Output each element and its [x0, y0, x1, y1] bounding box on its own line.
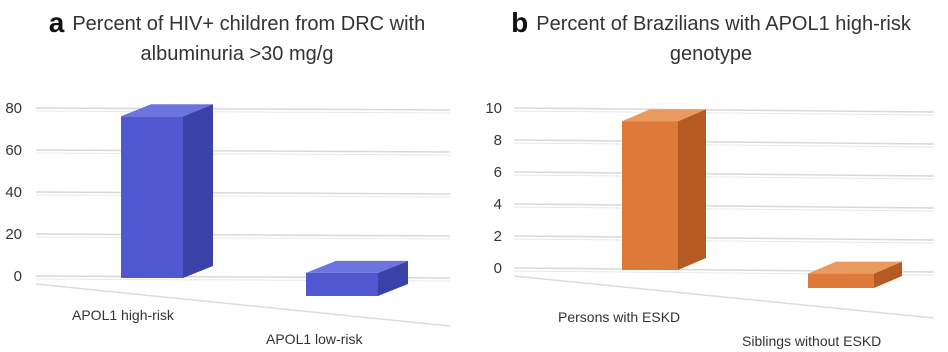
gridline [35, 149, 451, 153]
gridline-shadow [35, 194, 451, 198]
y-tick-label: 40 [5, 184, 22, 201]
gridline [513, 107, 935, 113]
bar-side [378, 260, 408, 296]
y-tick-label: 10 [485, 100, 502, 117]
bar-side [678, 109, 706, 270]
bar-side [874, 261, 902, 288]
chart-title-b-line-2: genotype [669, 43, 753, 65]
bar-apol1-low-risk [306, 272, 378, 296]
bar-persons-with-eskd [622, 121, 678, 270]
y-tick-label: 4 [494, 196, 502, 213]
panel-letter-a: a [48, 7, 65, 38]
gridline-shadow [513, 206, 935, 212]
chart-panel-a: a Percent of HIV+ children from DRC with … [0, 8, 474, 347]
y-tick-label: 0 [494, 260, 502, 277]
panel-letter-b: b [511, 7, 529, 38]
chart-title-b-line-1: Percent of Brazilians with APOL1 high-ri… [536, 13, 911, 35]
gridline [513, 171, 935, 177]
gridline [35, 233, 451, 237]
gridline-shadow [513, 174, 935, 180]
floor-edge [513, 275, 935, 319]
gridline [513, 235, 935, 241]
y-tick-label: 6 [494, 164, 502, 181]
y-tick-label: 60 [5, 142, 22, 159]
bar-siblings-without-eskd [808, 273, 874, 288]
gridline-shadow [513, 142, 935, 148]
gridline [513, 203, 935, 209]
x-category-label: APOL1 high-risk [72, 307, 175, 323]
bar-chart-b: 0 2 4 6 8 10 Persons with ESKD Siblings without… [485, 100, 935, 349]
gridline [35, 107, 451, 111]
y-tick-label: 2 [494, 228, 502, 245]
y-tick-label: 8 [494, 132, 502, 149]
y-tick-label: 20 [5, 226, 22, 243]
x-category-label: Persons with ESKD [558, 309, 680, 325]
bar-top [622, 109, 706, 122]
chart-title-a-line-2: albuminuria >30 mg/g [140, 43, 334, 65]
gridline-shadow [35, 236, 451, 240]
x-category-label: APOL1 low-risk [266, 331, 363, 347]
bar-side [183, 104, 213, 278]
bar-top [306, 260, 408, 273]
chart-title-a: a Percent of HIV+ children from DRC with … [0, 8, 474, 69]
bar-chart-a: 0 20 40 60 80 APOL1 high-risk APOL1 low-risk [5, 100, 451, 347]
gridline-shadow [35, 152, 451, 156]
bar-top [808, 261, 902, 274]
gridline [513, 139, 935, 145]
y-tick-label: 80 [5, 100, 22, 117]
chart-title-a-line-1: Percent of HIV+ children from DRC with [72, 13, 426, 35]
chart-panel-b: b Percent of Brazilians with APOL1 high-r… [474, 0, 948, 352]
gridline-shadow [513, 110, 935, 116]
bar-top [121, 104, 213, 117]
gridline [35, 191, 451, 195]
gridline-shadow [35, 110, 451, 114]
gridline-shadow [513, 238, 935, 244]
bar-apol1-high-risk [121, 116, 183, 278]
y-tick-label: 0 [14, 268, 22, 285]
x-category-label: Siblings without ESKD [742, 333, 881, 349]
chart-title-b: b Percent of Brazilians with APOL1 high-r… [474, 8, 948, 69]
floor-edge [35, 283, 451, 327]
